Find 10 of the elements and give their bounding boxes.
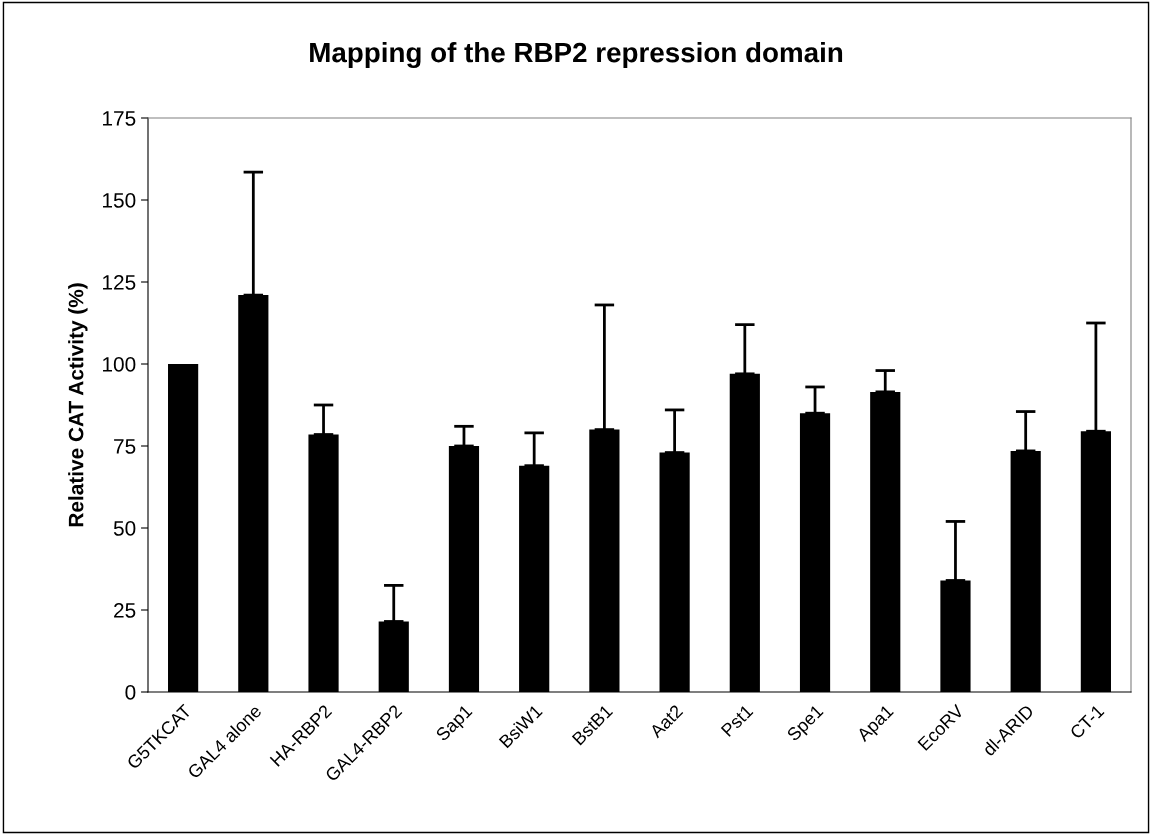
y-tick-label: 75: [114, 439, 136, 454]
y-tick-label: 150: [103, 193, 136, 208]
y-tick-label: 125: [103, 275, 136, 290]
chart-title: Mapping of the RBP2 repression domain: [310, 41, 843, 69]
y-tick-label: 100: [103, 357, 136, 372]
y-tick-label: 0: [125, 685, 136, 700]
y-tick-label: 25: [114, 603, 136, 618]
y-tick-label: 50: [113, 521, 136, 536]
y-axis-title: Relative CAT Activity (%): [68, 283, 88, 527]
y-tick-label: 175: [103, 111, 136, 126]
